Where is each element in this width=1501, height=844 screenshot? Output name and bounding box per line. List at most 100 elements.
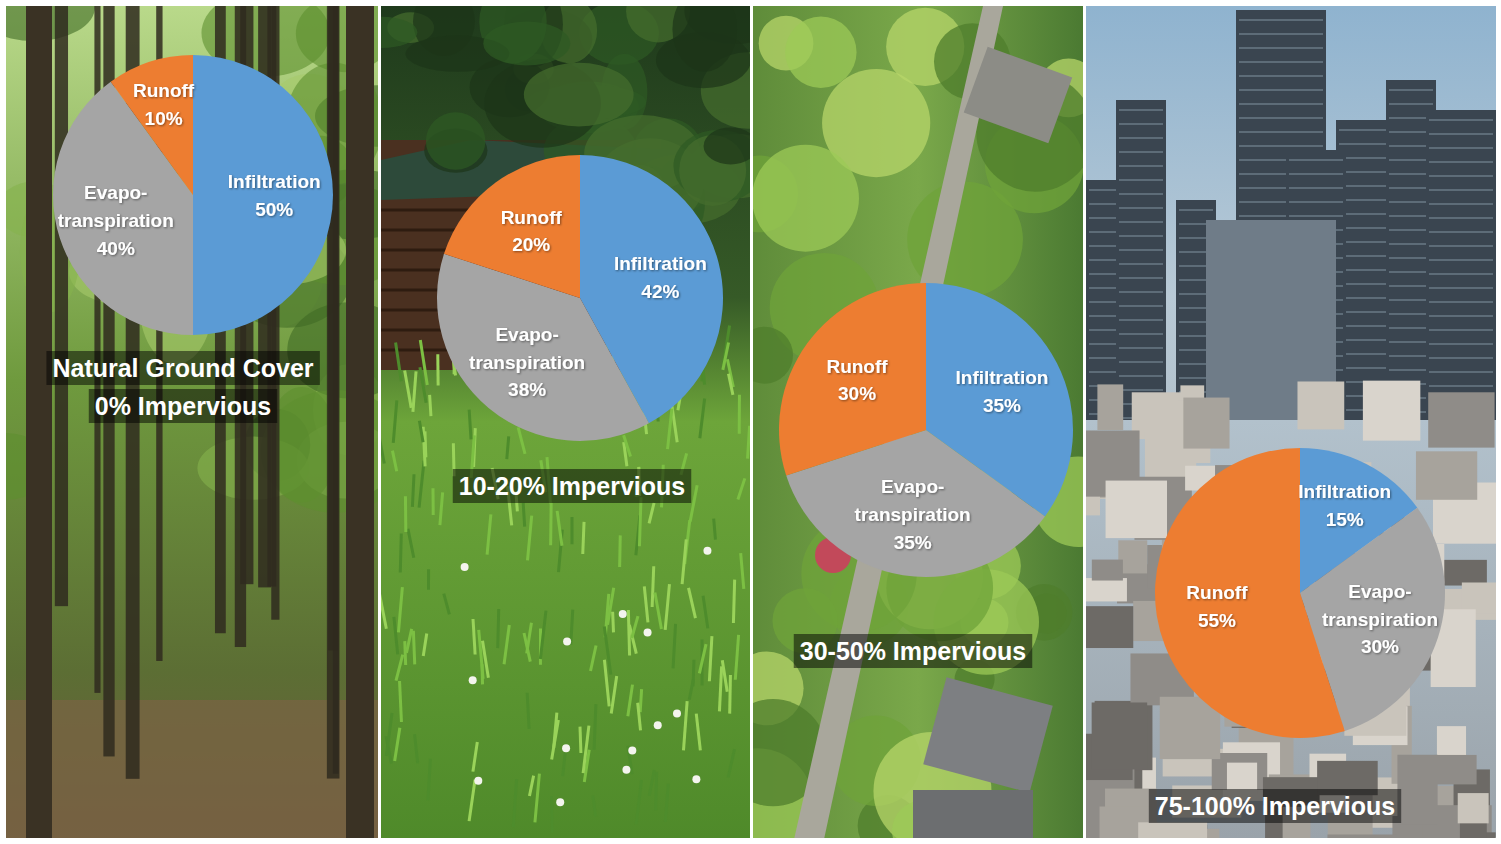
label-line: Evapo- [495, 323, 558, 344]
grass [400, 681, 402, 722]
roof [964, 47, 1073, 144]
grass [404, 496, 407, 532]
tree-trunk [328, 6, 338, 650]
window-row [1239, 19, 1323, 21]
grass [394, 617, 398, 654]
grass [504, 625, 509, 664]
low-building [1397, 755, 1437, 825]
low-building [1183, 398, 1229, 449]
roof [913, 790, 1033, 838]
tree-trunk [26, 6, 52, 838]
grass [748, 426, 750, 459]
grass [563, 753, 566, 777]
flower [469, 676, 477, 684]
label-line: transpiration [1322, 608, 1438, 629]
grass [398, 587, 402, 632]
low-building [1097, 384, 1123, 430]
grass [719, 666, 721, 711]
flower [556, 798, 564, 806]
grass [527, 693, 529, 729]
grass [557, 511, 562, 546]
grass [604, 626, 611, 674]
grass [738, 478, 745, 499]
flower [673, 709, 681, 717]
tree-canopy [753, 145, 859, 252]
flower [619, 610, 627, 618]
foliage [426, 112, 485, 169]
slice-category-label: Infiltration [956, 367, 1049, 388]
grass [444, 594, 450, 615]
grass [419, 421, 423, 442]
grass [427, 569, 430, 589]
low-building [1428, 392, 1494, 447]
label-line: Evapo- [881, 476, 944, 497]
low-building [1092, 702, 1148, 769]
grass [583, 726, 589, 774]
grass [473, 619, 475, 655]
slice-value-label: 30% [838, 383, 876, 404]
grass [593, 796, 596, 817]
grass [400, 534, 401, 573]
panel-background [381, 6, 750, 838]
grass [611, 676, 616, 713]
grass [473, 742, 477, 772]
pie-title: 75-100% Impervious [1155, 792, 1395, 820]
flower [474, 777, 482, 785]
window-row [1289, 173, 1343, 175]
grass [624, 435, 631, 456]
grass [644, 586, 648, 622]
slice-category-label: Evapo-transpiration [469, 323, 585, 372]
window-row [1339, 311, 1393, 313]
grass [583, 522, 584, 554]
slice-category-label: Evapo-transpiration [58, 182, 174, 231]
low-building [1363, 381, 1420, 441]
grass [507, 436, 509, 459]
flower [461, 563, 469, 571]
grass [594, 704, 596, 750]
pie-slice [53, 82, 193, 335]
window-row [1429, 133, 1493, 135]
window-row [1119, 165, 1163, 167]
window-row [1119, 333, 1163, 335]
grass [722, 660, 727, 692]
slice-category-label: Infiltration [1298, 481, 1391, 502]
grass [440, 492, 443, 525]
grass [738, 395, 741, 434]
window-row [1429, 371, 1493, 373]
meadow [381, 6, 750, 838]
slice-value-label: 38% [508, 379, 546, 400]
panel-background [753, 6, 1083, 838]
label-line: Evapo- [1348, 580, 1411, 601]
title-background [453, 469, 692, 503]
grass [654, 772, 658, 811]
window-row [1429, 245, 1493, 247]
window-row [1339, 213, 1393, 215]
grass [699, 644, 706, 673]
flower [628, 746, 636, 754]
grass [413, 371, 416, 411]
low-building [1416, 451, 1477, 499]
slice-category-label: Infiltration [228, 171, 321, 192]
pie-chart [779, 283, 1073, 577]
window-row [1289, 215, 1343, 217]
label-line: Runoff [1186, 582, 1248, 603]
grass [396, 342, 402, 381]
window-row [1179, 209, 1213, 211]
window-row [1339, 269, 1393, 271]
grass [436, 354, 439, 385]
grass [535, 774, 539, 823]
label-line: Evapo- [84, 182, 147, 203]
pie-title: 0% Impervious [95, 392, 271, 420]
pie-chart [437, 155, 723, 441]
grass [540, 611, 546, 659]
flower [654, 721, 662, 729]
window-row [1429, 203, 1493, 205]
forest-floor [6, 700, 378, 838]
slice-value-label: 30% [1361, 636, 1399, 657]
pie-chart [53, 55, 333, 335]
window-row [1339, 157, 1393, 159]
label-line: Infiltration [614, 253, 707, 274]
grass [688, 588, 695, 618]
window-row [1289, 201, 1343, 203]
window-row [1239, 61, 1323, 63]
